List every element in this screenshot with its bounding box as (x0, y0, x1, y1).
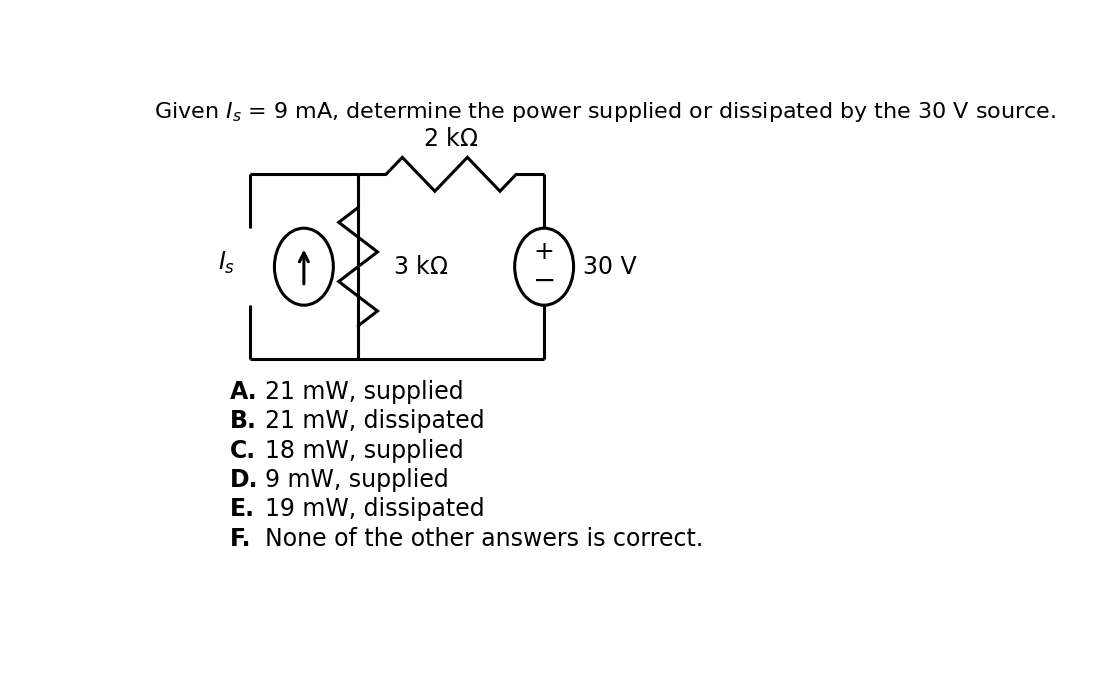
Text: $I_s$: $I_s$ (219, 249, 236, 276)
Text: B.: B. (231, 410, 257, 433)
Text: 21 mW, supplied: 21 mW, supplied (265, 380, 463, 404)
Text: 21 mW, dissipated: 21 mW, dissipated (265, 410, 484, 433)
Text: +: + (534, 240, 554, 264)
Text: E.: E. (231, 498, 255, 521)
Text: A.: A. (231, 380, 258, 404)
Text: 18 mW, supplied: 18 mW, supplied (265, 439, 463, 462)
Text: −: − (533, 267, 556, 295)
Text: 3 k$\Omega$: 3 k$\Omega$ (393, 255, 448, 279)
Text: C.: C. (231, 439, 256, 462)
Text: F.: F. (231, 527, 251, 550)
Text: 9 mW, supplied: 9 mW, supplied (265, 468, 449, 492)
Text: D.: D. (231, 468, 259, 492)
Text: 30 V: 30 V (583, 255, 637, 279)
Text: 2 k$\Omega$: 2 k$\Omega$ (424, 127, 479, 151)
Text: Given $I_s$ = 9 mA, determine the power supplied or dissipated by the 30 V sourc: Given $I_s$ = 9 mA, determine the power … (155, 99, 1056, 124)
Text: None of the other answers is correct.: None of the other answers is correct. (265, 527, 704, 550)
Text: 19 mW, dissipated: 19 mW, dissipated (265, 498, 484, 521)
